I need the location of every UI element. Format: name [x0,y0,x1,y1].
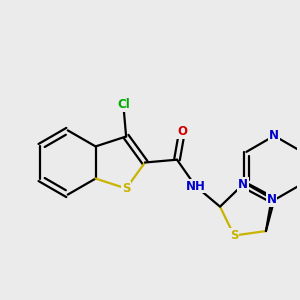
Text: N: N [266,193,277,206]
Text: Cl: Cl [117,98,130,111]
Text: S: S [230,229,239,242]
Text: N: N [238,178,248,191]
Text: NH: NH [185,179,206,193]
Text: S: S [122,182,130,195]
Text: O: O [177,125,187,138]
Text: N: N [269,129,279,142]
